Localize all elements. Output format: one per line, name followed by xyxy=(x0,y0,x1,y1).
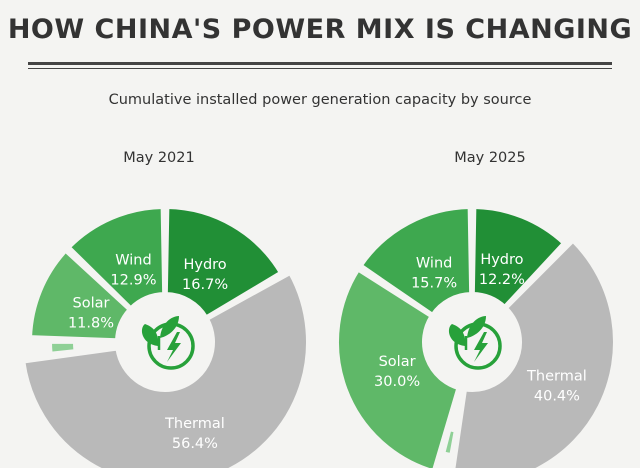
page-title: HOW CHINA'S POWER MIX IS CHANGING xyxy=(7,14,633,45)
slice-wind-2021 xyxy=(66,205,167,311)
slice-label-hydro-2021: Hydro xyxy=(183,257,226,273)
slice-value-solar-2021: 11.8% xyxy=(68,316,114,332)
slice-value-solar-2025: 30.0% xyxy=(374,374,420,390)
slice-label-solar-2021: Solar xyxy=(73,296,110,312)
title-divider-thin xyxy=(28,68,612,69)
slice-label-hydro-2025: Hydro xyxy=(480,252,523,268)
slice-other-2025 xyxy=(441,427,458,458)
leaf-lightning-energy-icon xyxy=(141,316,195,370)
slice-solar-2021 xyxy=(28,248,132,343)
slice-value-thermal-2021: 56.4% xyxy=(172,436,218,452)
slice-value-wind-2021: 12.9% xyxy=(110,272,156,288)
donut-chart-2021: Hydro 16.7% Thermal 56.4% Solar 11.8% Wind 12.9… xyxy=(21,205,310,468)
slice-label-thermal-2021: Thermal xyxy=(164,416,225,432)
slice-hydro-2021 xyxy=(163,205,283,320)
slice-wind-2025 xyxy=(358,205,474,317)
slice-label-thermal-2025: Thermal xyxy=(526,369,587,385)
slice-hydro-2025 xyxy=(470,205,566,309)
slice-thermal-2021 xyxy=(21,270,310,468)
slice-label-wind-2025: Wind xyxy=(416,256,452,272)
title-divider-thick xyxy=(28,62,612,65)
donut-chart-2025: Hydro 12.2% Thermal 40.4% Solar 30.0% Wind 15.7… xyxy=(335,205,617,468)
chart-subtitle: Cumulative installed power generation ca… xyxy=(108,92,532,108)
slice-solar-2025 xyxy=(335,267,461,468)
slice-label-solar-2025: Solar xyxy=(379,354,416,370)
chart-2021-title: May 2021 xyxy=(123,150,195,166)
slice-value-wind-2025: 15.7% xyxy=(411,276,457,292)
chart-2025-title: May 2025 xyxy=(454,150,526,166)
leaf-lightning-energy-icon xyxy=(448,316,502,370)
slice-thermal-2025 xyxy=(451,238,617,468)
slice-value-thermal-2025: 40.4% xyxy=(534,389,580,405)
slice-value-hydro-2025: 12.2% xyxy=(479,272,525,288)
slice-other-2021 xyxy=(48,339,78,356)
slice-value-hydro-2021: 16.7% xyxy=(182,277,228,293)
slice-label-wind-2021: Wind xyxy=(115,252,151,268)
